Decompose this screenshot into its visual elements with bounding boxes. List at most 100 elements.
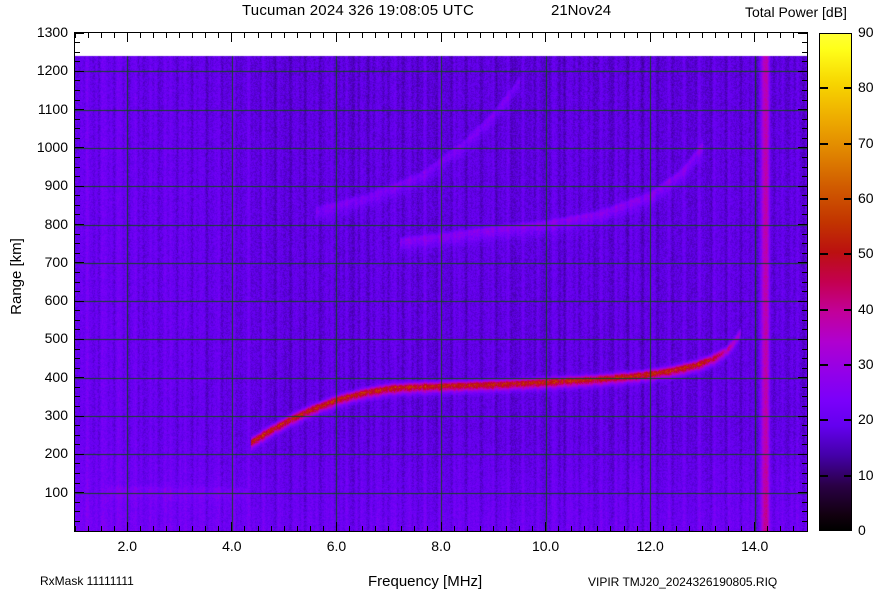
y-tick-minor-right — [802, 252, 807, 254]
y-tick-minor-right — [802, 367, 807, 369]
y-tick-minor-right — [802, 80, 807, 82]
y-tick-minor-right — [802, 128, 807, 130]
colorbar-tick — [844, 308, 852, 311]
x-tick-minor — [701, 33, 703, 38]
colorbar-tick-label: 40 — [858, 300, 874, 317]
x-tick-major-bottom — [440, 522, 442, 531]
y-tick-major-right — [798, 32, 807, 34]
x-tick-minor — [270, 33, 272, 38]
x-tick-minor-bottom — [492, 526, 494, 531]
x-tick-minor — [610, 33, 612, 38]
y-tick-minor — [75, 501, 80, 503]
colorbar-tick — [844, 419, 852, 422]
x-tick-major-bottom — [754, 522, 756, 531]
y-tick-minor — [75, 166, 80, 168]
x-tick-minor — [375, 33, 377, 38]
y-tick-minor — [75, 176, 80, 178]
x-tick-minor-bottom — [192, 526, 194, 531]
x-tick-minor — [257, 33, 259, 38]
y-tick-major — [75, 415, 84, 417]
y-tick-major — [75, 109, 84, 111]
y-tick-minor — [75, 348, 80, 350]
x-tick-major-bottom — [649, 522, 651, 531]
x-tick-minor — [466, 33, 468, 38]
x-tick-minor-bottom — [362, 526, 364, 531]
y-tick-label: 500 — [44, 330, 68, 347]
y-tick-minor-right — [802, 89, 807, 91]
y-tick-minor-right — [802, 358, 807, 360]
x-tick-minor — [414, 33, 416, 38]
x-tick-minor-bottom — [100, 526, 102, 531]
y-tick-major-right — [798, 377, 807, 379]
y-tick-minor — [75, 233, 80, 235]
y-tick-minor-right — [802, 176, 807, 178]
x-tick-minor-bottom — [741, 526, 743, 531]
x-tick-minor — [558, 33, 560, 38]
y-tick-label: 100 — [44, 483, 68, 500]
y-tick-minor-right — [802, 329, 807, 331]
y-tick-minor — [75, 80, 80, 82]
y-tick-minor — [75, 310, 80, 312]
colorbar-tick — [820, 419, 828, 422]
riq-filename-text: VIPIR TMJ20_2024326190805.RIQ — [588, 575, 778, 589]
colorbar-tick-label: 60 — [858, 190, 874, 206]
x-tick-minor — [518, 33, 520, 38]
y-tick-minor-right — [802, 348, 807, 350]
colorbar-tick — [844, 474, 852, 477]
y-tick-minor — [75, 444, 80, 446]
x-tick-minor-bottom — [113, 526, 115, 531]
x-tick-label: 4.0 — [222, 538, 242, 554]
y-tick-minor-right — [802, 406, 807, 407]
x-tick-minor-bottom — [532, 526, 533, 531]
y-tick-minor-right — [802, 204, 807, 206]
y-tick-minor-right — [802, 51, 807, 53]
x-tick-minor — [139, 33, 141, 38]
x-tick-minor-bottom — [623, 526, 625, 531]
y-tick-major — [75, 300, 84, 302]
x-tick-minor-bottom — [466, 526, 468, 531]
x-tick-minor — [401, 33, 403, 38]
colorbar-tick — [844, 198, 852, 200]
x-tick-minor — [688, 33, 690, 38]
x-tick-minor-bottom — [218, 526, 220, 531]
y-tick-minor — [75, 118, 80, 120]
y-tick-minor-right — [802, 520, 807, 522]
y-tick-minor — [75, 243, 80, 245]
x-tick-minor-bottom — [688, 526, 690, 531]
x-tick-minor — [532, 33, 533, 38]
y-tick-major-right — [798, 415, 807, 417]
y-tick-major — [75, 224, 84, 226]
x-tick-major — [754, 33, 756, 42]
y-tick-major-right — [798, 147, 807, 149]
colorbar-tick — [844, 364, 852, 366]
y-tick-minor-right — [802, 137, 807, 139]
y-tick-minor-right — [802, 463, 807, 465]
y-tick-major — [75, 185, 84, 187]
colorbar-tick — [844, 87, 852, 90]
y-tick-major-right — [798, 338, 807, 340]
y-tick-minor — [75, 482, 80, 484]
y-tick-minor — [75, 281, 80, 283]
x-tick-label: 10.0 — [531, 538, 560, 554]
y-tick-minor-right — [802, 396, 807, 398]
x-tick-minor — [349, 33, 350, 38]
y-tick-major-right — [798, 453, 807, 455]
x-tick-minor — [767, 33, 769, 38]
colorbar-tick-label: 70 — [858, 134, 874, 151]
x-tick-minor — [152, 33, 154, 38]
x-tick-minor-bottom — [806, 526, 808, 531]
x-tick-minor — [571, 33, 573, 38]
x-tick-major — [231, 33, 233, 42]
y-tick-minor — [75, 386, 80, 388]
x-tick-minor-bottom — [401, 526, 403, 531]
x-tick-minor-bottom — [715, 526, 716, 531]
colorbar-tick-label: 20 — [858, 411, 874, 428]
x-tick-major — [545, 33, 547, 42]
y-tick-major-right — [798, 109, 807, 111]
y-tick-minor — [75, 157, 80, 158]
y-tick-minor — [75, 42, 80, 44]
x-tick-minor — [244, 33, 246, 38]
x-tick-label: 12.0 — [636, 538, 664, 554]
y-tick-minor-right — [802, 61, 807, 63]
x-tick-minor-bottom — [767, 526, 769, 531]
